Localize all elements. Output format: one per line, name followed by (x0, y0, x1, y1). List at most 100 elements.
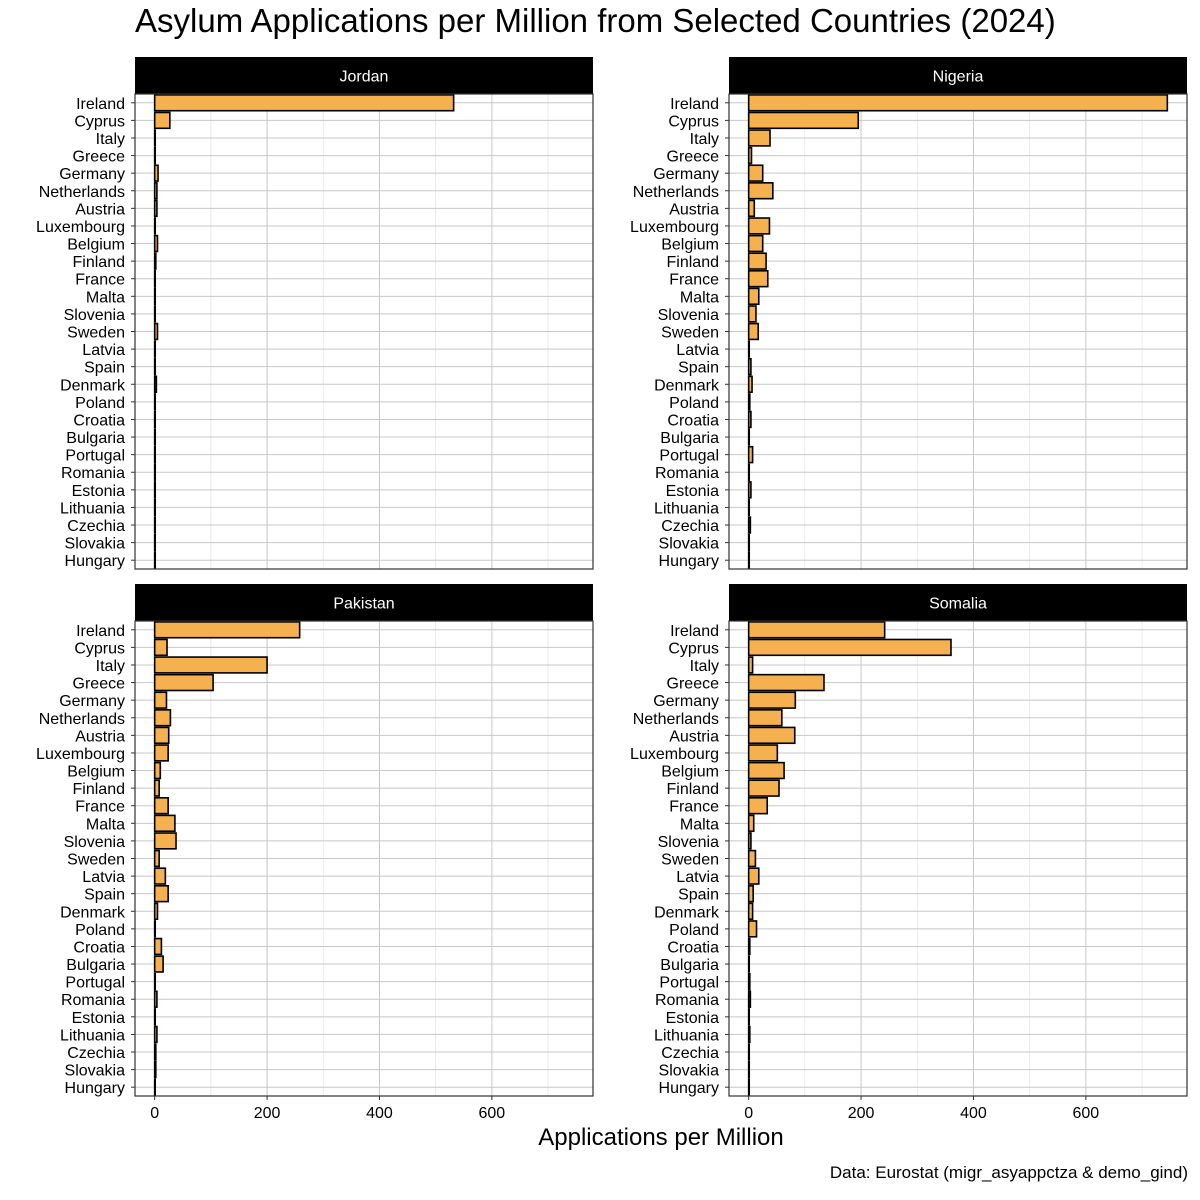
bar-latvia (747, 867, 760, 885)
y-tick-label: Czechia (67, 518, 125, 535)
y-tick-label: Czechia (661, 518, 719, 535)
facet-nigeria: Nigeria IrelandCyprusItalyGreeceGermanyNe… (630, 57, 1188, 570)
y-tick-label: Slovenia (658, 307, 719, 324)
bar-poland (747, 920, 758, 938)
bar-italy (747, 129, 771, 147)
bar-malta (747, 814, 755, 833)
y-tick-label: Belgium (67, 764, 125, 781)
bar-czechia (153, 516, 157, 534)
y-tick-label: Cyprus (668, 113, 719, 130)
bar-portugal (153, 972, 157, 991)
bar-croatia (747, 410, 752, 429)
x-tick-label: 200 (848, 1105, 875, 1122)
bar-italy (153, 656, 268, 674)
y-tick-label: Sweden (67, 325, 125, 342)
y-tick-label: Greece (667, 149, 720, 166)
y-tick-label: Romania (61, 465, 125, 482)
y-tick-label: Portugal (65, 448, 125, 465)
bar-latvia (747, 340, 751, 358)
y-tick-label: Luxembourg (630, 219, 719, 236)
y-tick-label: Bulgaria (66, 957, 125, 974)
bar-belgium (747, 234, 764, 253)
y-tick-label: France (669, 799, 719, 816)
bar-cyprus (747, 111, 860, 130)
bar-netherlands (153, 709, 172, 727)
facet-strip (729, 57, 1187, 94)
bar-estonia (747, 481, 752, 499)
y-tick-label: Finland (73, 781, 125, 798)
y-tick-label: Italy (96, 658, 125, 675)
y-tick-label: Luxembourg (36, 746, 125, 763)
y-tick-label: Netherlands (39, 184, 125, 201)
y-tick-label: France (669, 272, 719, 289)
bar-denmark (747, 902, 754, 920)
y-tick-label: Czechia (661, 1045, 719, 1062)
y-tick-label: Denmark (654, 904, 720, 921)
bar-austria (153, 726, 170, 745)
y-tick-label: Germany (59, 166, 125, 183)
y-tick-label: Sweden (661, 325, 719, 342)
bar-czechia (747, 1043, 751, 1061)
y-tick-label: Ireland (76, 96, 125, 113)
bar-finland (153, 252, 157, 270)
bar-portugal (153, 445, 157, 464)
y-tick-label: Slovenia (658, 834, 719, 851)
y-tick-label: Lithuania (654, 500, 719, 517)
facet-strip-label: Pakistan (333, 596, 394, 613)
bar-luxembourg (153, 744, 169, 762)
bar-france (153, 797, 169, 815)
bar-austria (747, 199, 756, 218)
bar-spain (747, 884, 754, 903)
x-tick-label: 600 (478, 1105, 505, 1122)
y-tick-label: Belgium (661, 764, 719, 781)
bar-denmark (747, 375, 753, 393)
bar-sweden (747, 322, 760, 341)
bar-poland (747, 393, 751, 411)
bar-lithuania (153, 498, 157, 517)
y-tick-label: Malta (86, 816, 125, 833)
bar-germany (747, 164, 764, 182)
y-tick-label: Croatia (667, 412, 719, 429)
y-tick-label: Malta (680, 289, 719, 306)
y-tick-label: Bulgaria (66, 430, 125, 447)
bar-greece (153, 146, 157, 165)
y-tick-label: Austria (669, 728, 719, 745)
y-tick-label: Hungary (65, 1080, 125, 1097)
bar-greece (747, 146, 753, 165)
y-tick-label: Spain (678, 360, 719, 377)
bar-estonia (153, 1008, 157, 1026)
y-tick-label: Finland (667, 254, 719, 271)
y-tick-label: Hungary (659, 1080, 719, 1097)
y-tick-label: Denmark (60, 377, 126, 394)
facet-strip-label: Somalia (929, 596, 987, 613)
bar-austria (153, 199, 158, 218)
y-tick-label: Belgium (67, 237, 125, 254)
y-tick-label: Slovakia (65, 536, 126, 553)
y-tick-label: Denmark (654, 377, 720, 394)
y-tick-label: Croatia (73, 412, 125, 429)
x-tick-label: 0 (150, 1105, 159, 1122)
y-tick-label: Hungary (65, 553, 125, 570)
y-tick-label: Estonia (72, 1010, 125, 1027)
x-tick-label: 400 (960, 1105, 987, 1122)
bar-ireland (153, 621, 301, 639)
y-tick-label: Cyprus (74, 640, 125, 657)
y-tick-label: Portugal (659, 448, 719, 465)
bar-italy (747, 656, 754, 674)
y-tick-label: Ireland (670, 96, 719, 113)
x-tick-label: 0 (744, 1105, 753, 1122)
bar-bulgaria (153, 428, 157, 446)
bar-italy (153, 129, 157, 147)
bar-belgium (153, 761, 162, 780)
y-tick-label: Croatia (73, 939, 125, 956)
bar-france (153, 270, 157, 288)
bar-slovenia (747, 305, 757, 323)
y-tick-label: Latvia (82, 342, 125, 359)
bar-finland (747, 252, 767, 270)
y-tick-label: Bulgaria (660, 957, 719, 974)
facet-strip (729, 584, 1187, 621)
bar-belgium (153, 234, 159, 253)
facet-strip (135, 57, 593, 94)
facet-strip (135, 584, 593, 621)
bar-austria (747, 726, 796, 745)
